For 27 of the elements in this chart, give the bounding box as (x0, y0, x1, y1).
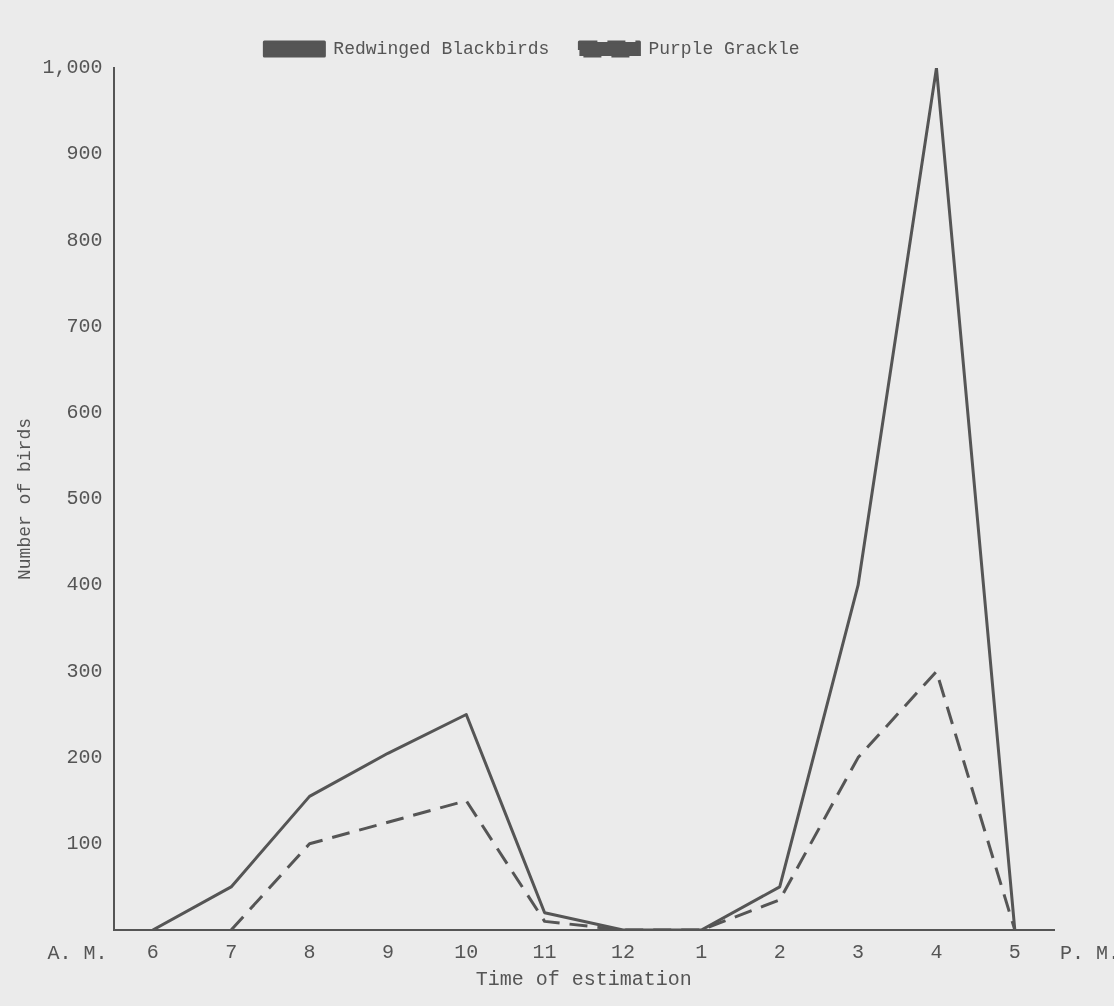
y-tick-label: 700 (66, 314, 103, 338)
y-tick-label: 900 (66, 142, 103, 166)
y-tick-label: 200 (66, 745, 103, 769)
legend-label: Redwinged Blackbirds (333, 38, 550, 59)
y-tick-label: 600 (66, 401, 103, 425)
y-tick-label: 100 (66, 832, 103, 856)
x-tick-label: 1 (695, 941, 708, 965)
x-tick-label: 4 (930, 941, 943, 965)
x-tick-label: 2 (773, 941, 786, 965)
x-tick-label: 12 (610, 941, 635, 965)
x-tick-label: 8 (303, 941, 316, 965)
legend-label: Purple Grackle (648, 38, 800, 59)
x-tick-label: 6 (146, 941, 159, 965)
y-tick-label: 500 (66, 487, 103, 511)
x-tick-label: 11 (532, 941, 557, 965)
y-tick-label: 1,000 (42, 56, 103, 80)
y-tick-label: 800 (66, 228, 103, 252)
y-tick-label: 300 (66, 659, 103, 683)
x-tick-label: 9 (381, 941, 394, 965)
x-tick-label: 10 (454, 941, 479, 965)
x-tick-label: 3 (852, 941, 865, 965)
x-tick-label: 5 (1008, 941, 1021, 965)
x-tick-label: 7 (225, 941, 238, 965)
text: A. M. (47, 942, 108, 966)
y-tick-label: 400 (66, 573, 103, 597)
x-axis-title: Time of estimation (475, 968, 692, 992)
y-axis-title: Number of birds (14, 417, 35, 581)
